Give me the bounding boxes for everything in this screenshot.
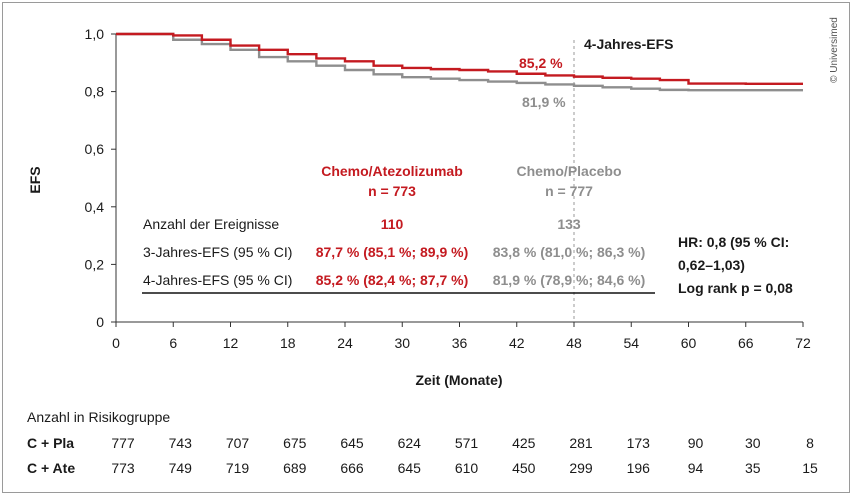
curve-chemo-atezolizumab xyxy=(116,32,803,86)
x-tick-label: 66 xyxy=(738,335,754,351)
row-3y-label: 3-Jahres-EFS (95 % CI) xyxy=(143,244,292,260)
x-tick-label: 60 xyxy=(681,335,697,351)
risk-table-title: Anzahl in Risikogruppe xyxy=(27,409,170,425)
y-axis-label: EFS xyxy=(27,166,43,193)
y-ticks: 0 0,2 0,4 0,6 0,8 1,0 xyxy=(85,26,116,330)
risk-cell: 707 xyxy=(226,435,250,451)
ate-value-label: 85,2 % xyxy=(519,55,563,71)
risk-row-label: C + Pla xyxy=(27,435,74,451)
x-tick-label: 18 xyxy=(280,335,296,351)
y-tick-label: 0,6 xyxy=(85,141,105,157)
risk-cell: 719 xyxy=(226,460,250,476)
risk-cell: 571 xyxy=(455,435,479,451)
risk-cell: 777 xyxy=(111,435,135,451)
row-events-label: Anzahl der Ereignisse xyxy=(143,216,279,232)
x-tick-label: 24 xyxy=(337,335,353,351)
risk-cell: 675 xyxy=(283,435,307,451)
row-3y-col1: 87,7 % (85,1 %; 89,9 %) xyxy=(316,244,469,260)
col2-n: n = 777 xyxy=(545,183,593,199)
hr-block: HR: 0,8 (95 % CI: 0,62–1,03) Log rank p … xyxy=(678,234,793,296)
risk-row-label: C + Ate xyxy=(27,460,75,476)
x-tick-label: 42 xyxy=(509,335,525,351)
hr-line-1: HR: 0,8 (95 % CI: xyxy=(678,234,789,250)
y-tick-label: 1,0 xyxy=(85,26,105,42)
risk-cell: 645 xyxy=(398,460,422,476)
row-4y-label: 4-Jahres-EFS (95 % CI) xyxy=(143,272,292,288)
risk-cell: 196 xyxy=(627,460,651,476)
risk-cell: 173 xyxy=(627,435,651,451)
col1-title: Chemo/Atezolizumab xyxy=(321,163,463,179)
risk-table: C + Pla 777 743 707 675 645 624 571 425 281 173 90 3… xyxy=(27,435,818,476)
risk-cell: 689 xyxy=(283,460,307,476)
x-axis-label: Zeit (Monate) xyxy=(415,372,502,388)
pla-value-label: 81,9 % xyxy=(522,94,566,110)
risk-cell: 35 xyxy=(745,460,761,476)
row-4y-col1: 85,2 % (82,4 %; 87,7 %) xyxy=(316,272,469,288)
curve-chemo-placebo xyxy=(116,32,803,92)
y-tick-label: 0,8 xyxy=(85,84,105,100)
risk-cell: 450 xyxy=(512,460,536,476)
risk-cell: 425 xyxy=(512,435,536,451)
y-tick-label: 0 xyxy=(96,314,104,330)
row-3y-col2: 83,8 % (81,0 %; 86,3 %) xyxy=(493,244,646,260)
x-tick-label: 6 xyxy=(169,335,177,351)
risk-cell: 8 xyxy=(806,435,814,451)
col1-n: n = 773 xyxy=(368,183,416,199)
curves xyxy=(116,32,803,92)
hr-line-3: Log rank p = 0,08 xyxy=(678,280,793,296)
watermark: © Universimed xyxy=(829,17,840,83)
risk-cell: 743 xyxy=(169,435,193,451)
risk-cell: 773 xyxy=(111,460,135,476)
risk-cell: 666 xyxy=(340,460,364,476)
risk-cell: 645 xyxy=(340,435,364,451)
row-events-col2: 133 xyxy=(557,216,581,232)
risk-cell: 624 xyxy=(398,435,422,451)
row-4y-col2: 81,9 % (78,9 %; 84,6 %) xyxy=(493,272,646,288)
x-ticks: 0 6 12 18 24 30 36 42 48 54 60 66 72 xyxy=(112,322,811,351)
risk-cell: 749 xyxy=(169,460,193,476)
y-tick-label: 0,4 xyxy=(85,199,105,215)
y-tick-label: 0,2 xyxy=(85,256,105,272)
risk-cell: 281 xyxy=(569,435,593,451)
hr-line-2: 0,62–1,03) xyxy=(678,257,745,273)
risk-cell: 299 xyxy=(569,460,593,476)
x-tick-label: 12 xyxy=(223,335,239,351)
risk-cell: 610 xyxy=(455,460,479,476)
row-events-col1: 110 xyxy=(381,216,404,232)
x-tick-label: 48 xyxy=(566,335,582,351)
x-tick-label: 0 xyxy=(112,335,120,351)
vline-label: 4-Jahres-EFS xyxy=(584,36,673,52)
risk-cell: 30 xyxy=(745,435,761,451)
x-tick-label: 36 xyxy=(452,335,468,351)
x-tick-label: 54 xyxy=(623,335,639,351)
risk-cell: 15 xyxy=(802,460,818,476)
summary-table: Chemo/Atezolizumab n = 773 Chemo/Placebo… xyxy=(142,163,655,294)
risk-cell: 90 xyxy=(688,435,704,451)
x-tick-label: 72 xyxy=(795,335,811,351)
col2-title: Chemo/Placebo xyxy=(516,163,621,179)
x-tick-label: 30 xyxy=(394,335,410,351)
risk-cell: 94 xyxy=(688,460,704,476)
